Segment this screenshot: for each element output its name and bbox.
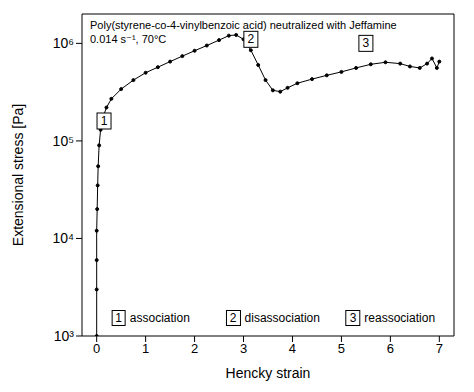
svg-text:10⁴: 10⁴ xyxy=(52,230,74,246)
svg-text:2: 2 xyxy=(191,341,198,356)
html-text:Poly(styrene-co-4-vinylbenzoic: Poly(styrene-co-4-vinylbenzoic acid) neu… xyxy=(90,19,397,31)
html-text:0.014 s⁻¹, 70°C: 0.014 s⁻¹, 70°C xyxy=(90,33,167,45)
svg-text:3: 3 xyxy=(363,36,370,50)
svg-text:6: 6 xyxy=(387,341,394,356)
svg-text:3: 3 xyxy=(240,341,247,356)
svg-text:4: 4 xyxy=(289,341,296,356)
svg-text:Hencky strain: Hencky strain xyxy=(226,365,311,381)
svg-text:0: 0 xyxy=(93,341,100,356)
html-text:1: 1 xyxy=(115,311,122,325)
svg-text:1: 1 xyxy=(101,114,108,128)
svg-text:10³: 10³ xyxy=(54,328,75,344)
html-text:association: association xyxy=(129,311,190,325)
html-text:disassociation: disassociation xyxy=(244,311,320,325)
svg-text:7: 7 xyxy=(436,341,443,356)
html-text:2: 2 xyxy=(229,311,237,325)
svg-text:1: 1 xyxy=(142,341,149,356)
svg-text:2: 2 xyxy=(248,32,255,46)
svg-text:5: 5 xyxy=(338,341,345,356)
html-text:3: 3 xyxy=(349,311,357,325)
html-text:reassociation: reassociation xyxy=(364,311,436,325)
svg-text:10⁵: 10⁵ xyxy=(53,133,74,149)
svg-text:Extensional stress [Pa]: Extensional stress [Pa] xyxy=(10,104,26,246)
svg-text:10⁶: 10⁶ xyxy=(53,35,74,51)
